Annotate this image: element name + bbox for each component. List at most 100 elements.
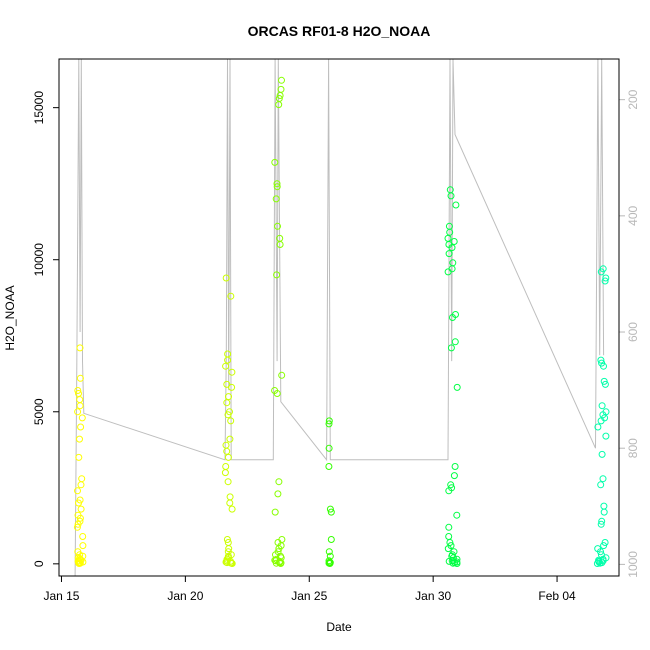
x-tick-label: Jan 25 [291,589,327,603]
data-point [222,362,230,370]
data-point [453,560,461,567]
data-point [274,490,282,498]
data-point [278,76,285,84]
data-point [222,274,230,282]
data-point [77,505,85,513]
data-point [77,481,85,489]
data-point [450,472,458,480]
data-point [597,268,605,276]
series-rf06 [593,265,610,567]
series-rf02 [221,274,236,567]
data-point [74,408,82,416]
axes: Jan 15 Jan 20 Jan 25 Jan 30 Feb 04 0 5000 10000… [32,89,640,603]
data-point [223,536,231,543]
series-rf05 [444,186,461,567]
data-point [444,234,452,242]
data-point [277,560,285,567]
x-tick-label: Jan 30 [415,589,451,603]
data-point [76,374,84,382]
data-point [76,344,84,352]
data-point [325,463,333,470]
y2-tick-label: 400 [626,206,640,226]
data-point [278,371,286,379]
y-tick-label: 15000 [32,91,46,125]
data-point [76,402,84,410]
y2-tick-label: 800 [626,438,640,458]
data-point [452,201,460,209]
data-point [79,533,87,540]
data-point [446,228,454,236]
data-point [601,380,609,388]
data-point [224,350,232,358]
data-point [275,545,283,553]
data-point [595,558,603,566]
pressure-trace [74,58,605,577]
data-point [273,390,281,397]
data-point [78,414,86,422]
data-point [599,475,607,483]
data-point [273,183,281,191]
data-point [598,450,606,458]
data-point [226,435,234,443]
data-point [444,268,452,276]
data-point [271,508,279,516]
data-point [224,411,232,419]
y-tick-label: 5000 [32,398,46,425]
data-point [600,542,608,550]
data-point [228,368,236,376]
data-point [74,487,81,495]
plot-frame [58,58,620,577]
data-point [273,180,281,188]
data-point [75,560,83,567]
data-point [79,542,87,550]
data-point [598,517,606,525]
data-point [225,393,232,401]
data-point [76,514,84,522]
data-point [325,417,333,425]
data-point [602,432,610,440]
y-axis-label: H2O_NOAA [3,285,17,350]
data-point [275,101,283,109]
series-rf01 [73,344,87,567]
data-point [272,195,280,203]
data-point [593,560,601,567]
data-point [221,469,229,477]
data-point [224,478,232,486]
data-point [228,560,236,567]
series-rf03 [271,76,286,567]
data-point [447,192,455,200]
y-tick-label: 0 [32,560,46,567]
data-point [449,314,456,321]
data-point [73,523,81,531]
data-point [274,222,281,230]
y2-tick-label: 1000 [626,551,640,578]
data-point [445,250,453,258]
data-point [327,536,335,543]
y2-tick-label: 600 [626,322,640,342]
data-point [445,533,453,540]
data-point [228,383,236,391]
data-point [76,396,84,404]
data-point [445,487,453,495]
x-tick-label: Feb 04 [538,589,576,603]
chart-title: ORCAS RF01-8 H2O_NOAA [248,23,431,39]
data-point [597,520,605,528]
data-point [602,274,610,282]
data-point [325,548,333,556]
data-point [223,559,231,567]
data-point [222,441,230,449]
data-point [451,463,459,470]
x-tick-label: Jan 20 [167,589,203,603]
data-point [224,453,232,461]
data-point [597,356,605,364]
pressure-trace-line [74,58,605,577]
data-point [76,435,83,443]
data-point [227,417,235,425]
data-point [450,238,458,245]
data-point [226,493,234,501]
data-point [75,499,82,507]
data-point [597,417,605,425]
data-point [326,505,334,513]
data-point [272,559,280,567]
